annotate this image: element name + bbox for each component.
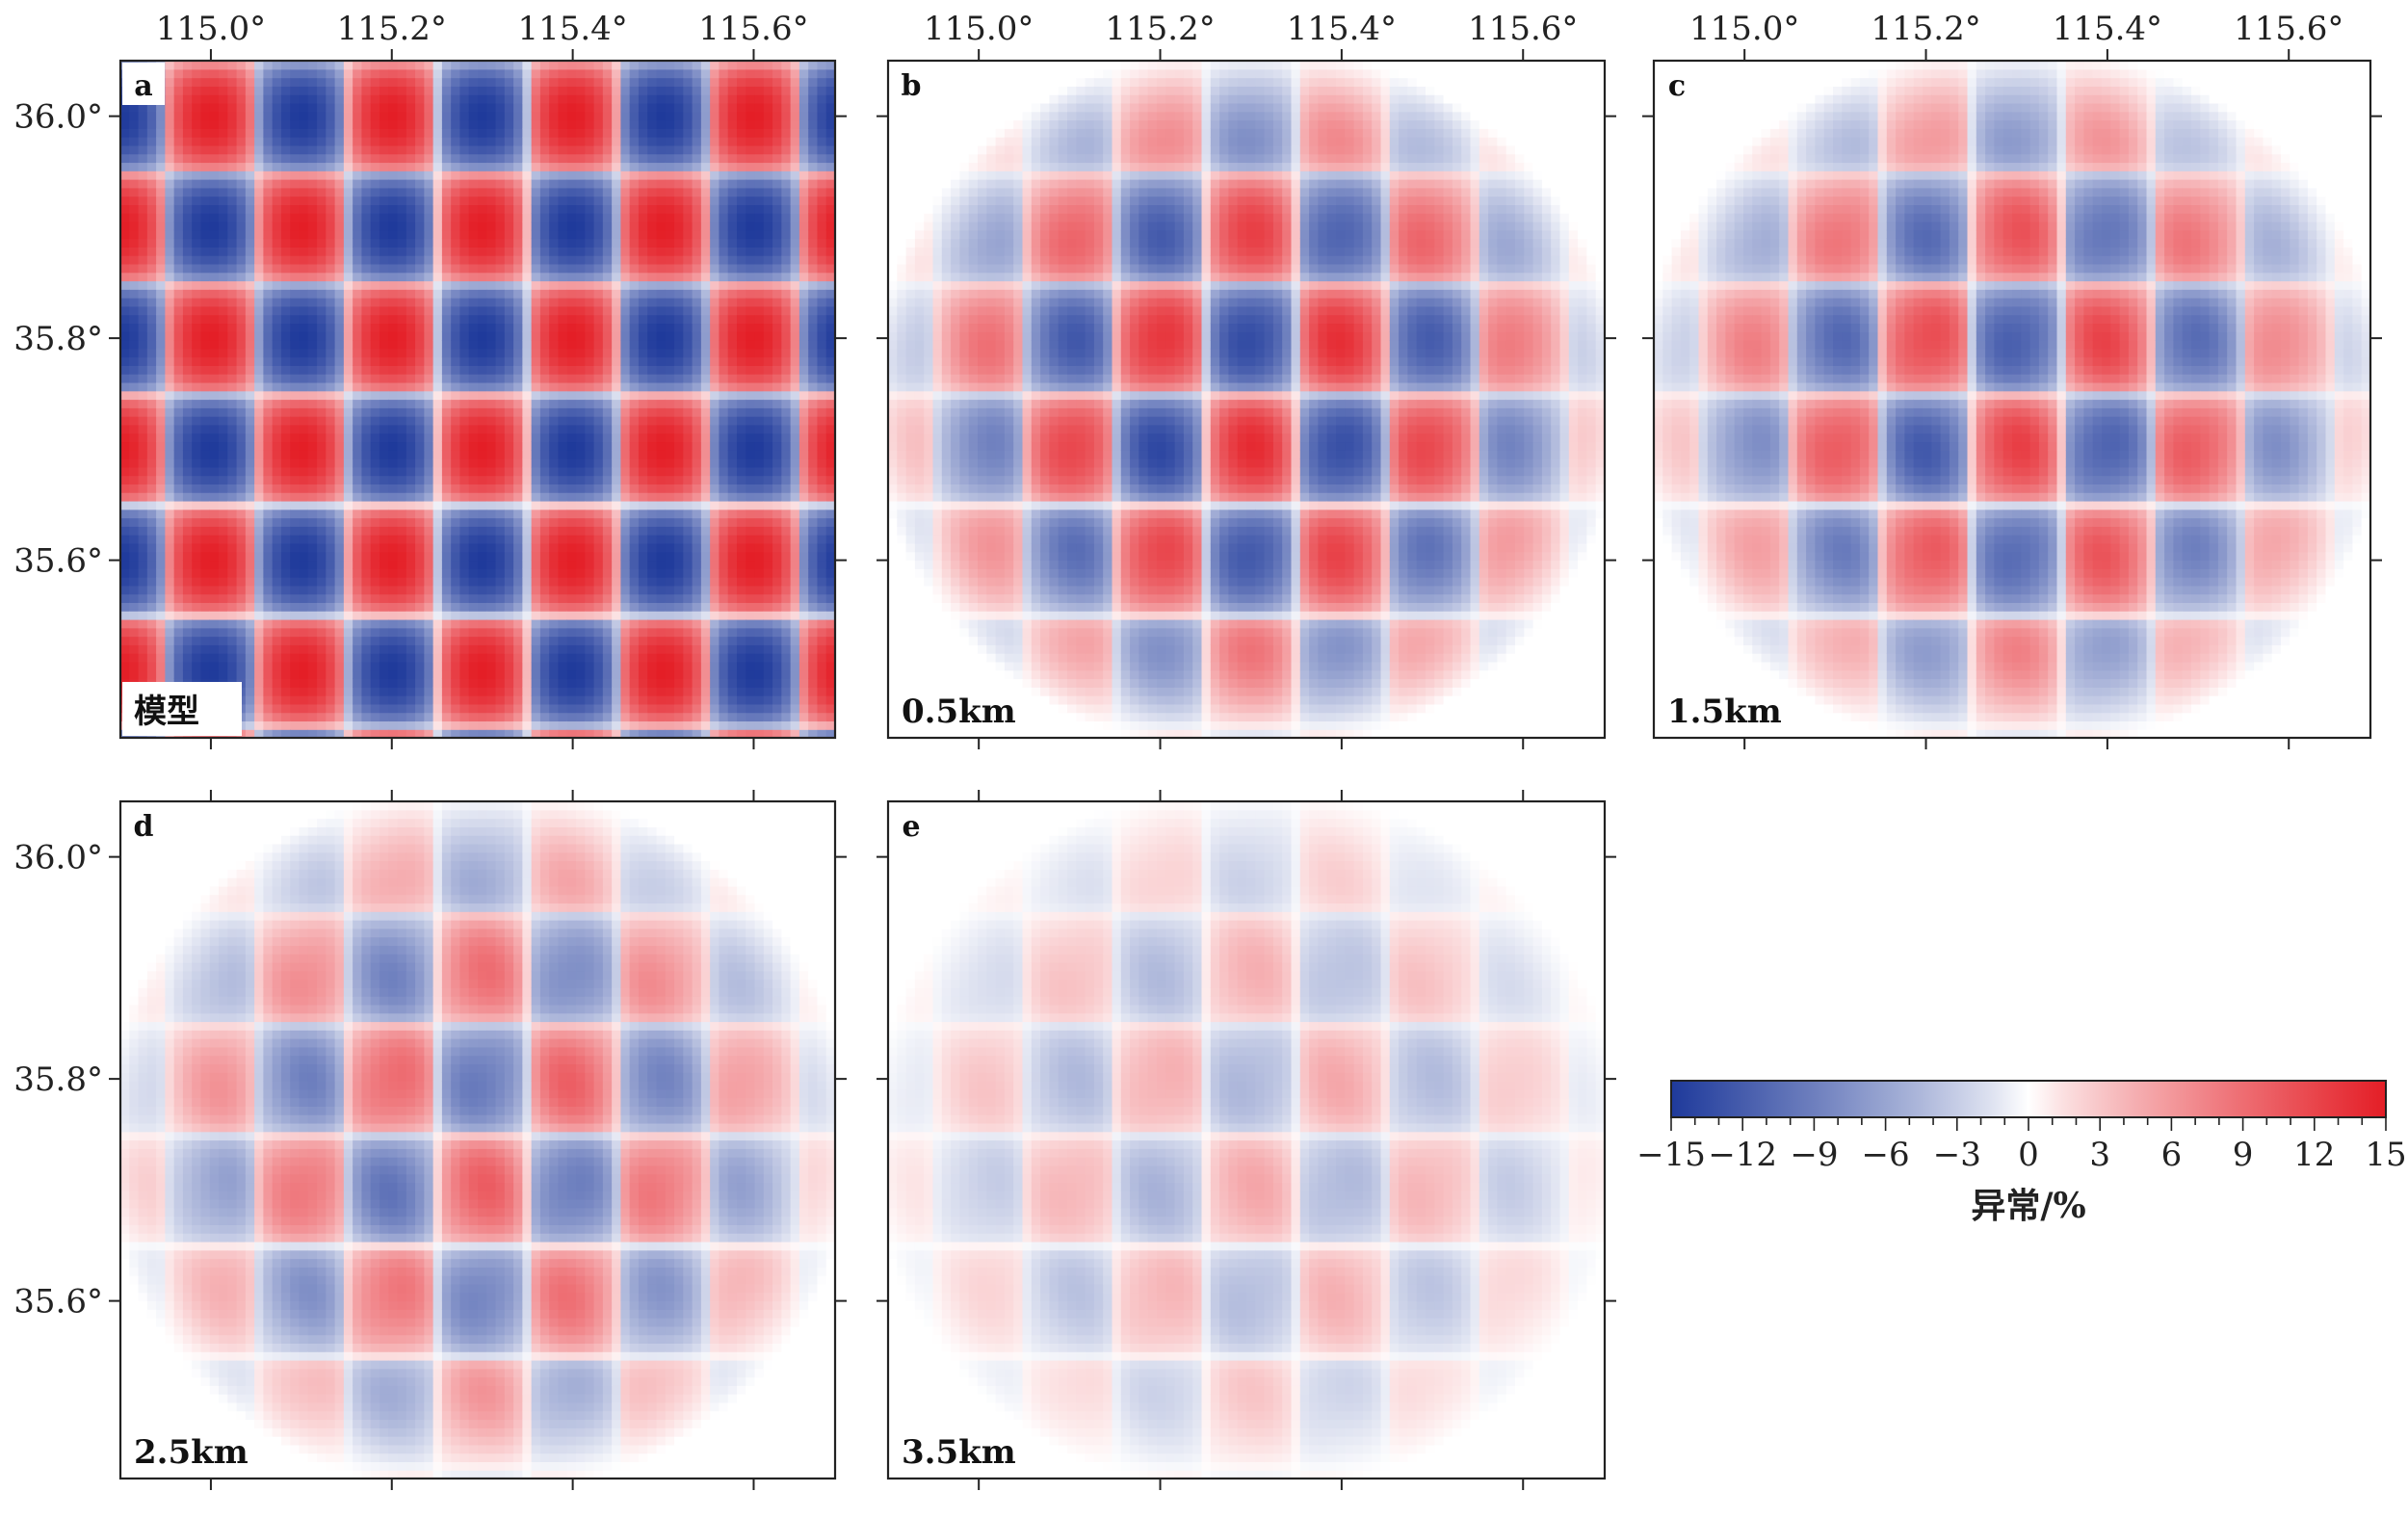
depth-label-box [122, 1423, 236, 1477]
anomaly-field-c [1654, 61, 2370, 738]
panel-a: 115.0° 115.2° 115.4° 115.6° 36.0° 35.8° 35.6° a… [13, 10, 847, 749]
x-tick-label: 115.0° [1689, 10, 1799, 48]
x-tick-label: 115.6° [698, 10, 808, 48]
x-tick-label: 115.2° [1871, 10, 1980, 48]
y-tick-label: 35.8° [13, 1060, 103, 1099]
colorbar-tick-label: 9 [2233, 1136, 2254, 1174]
y-tick-label: 36.0° [13, 839, 103, 877]
panel-letter: a [134, 69, 152, 103]
x-tick-label: 115.4° [517, 10, 627, 48]
colorbar-label: 异常/% [1971, 1186, 2085, 1226]
y-tick-label: 36.0° [13, 98, 103, 137]
panel-letter-box [122, 63, 165, 105]
colorbar-tick-label: 0 [2018, 1136, 2039, 1174]
anomaly-field-b [888, 61, 1605, 738]
panel-frame [886, 59, 1607, 740]
depth-label-box [890, 1423, 1004, 1477]
panel-letter-box [890, 63, 932, 105]
depth-label-box [1656, 682, 1769, 736]
depth-label: 0.5km [902, 693, 1016, 731]
colorbar-tick-label: −6 [1862, 1136, 1910, 1174]
panel-letter: e [902, 810, 920, 844]
x-tick-label: 115.4° [1287, 10, 1397, 48]
panel-letter: b [902, 69, 922, 103]
colorbar-tick-label: −15 [1636, 1136, 1706, 1174]
colorbar-tick-label: 15 [2365, 1136, 2406, 1174]
x-tick-label: 115.2° [1105, 10, 1215, 48]
colorbar-tick-label: 3 [2089, 1136, 2110, 1174]
colorbar-tick-label: −3 [1933, 1136, 1981, 1174]
panel-frame [1652, 59, 2372, 740]
panel-d: 36.0° 35.8° 35.6° d 2.5km [13, 790, 847, 1490]
y-tick-label: 35.6° [13, 542, 103, 581]
panel-letter-box [890, 803, 932, 846]
panel-letter-box [122, 803, 165, 846]
depth-label: 2.5km [134, 1433, 249, 1472]
colorbar-tick-label: 12 [2293, 1136, 2335, 1174]
panel-letter: d [134, 810, 154, 844]
anomaly-field-e [888, 801, 1605, 1479]
y-tick-label: 35.6° [13, 1283, 103, 1322]
colorbar-tick-label: 6 [2161, 1136, 2183, 1174]
depth-label-box [890, 682, 1004, 736]
depth-label-box [122, 682, 242, 736]
depth-label: 模型 [134, 693, 199, 731]
panel-c: 115.0° 115.2° 115.4° 115.6° c 1.5km [1642, 10, 2382, 749]
depth-label: 1.5km [1667, 693, 1782, 731]
panel-letter: c [1668, 69, 1686, 103]
anomaly-field-a [120, 61, 835, 738]
panel-letter-box [1656, 63, 1698, 105]
panel-frame [118, 59, 837, 740]
x-tick-label: 115.6° [2234, 10, 2343, 48]
colorbar: −15 −12 −9 −6 −3 0 3 6 9 12 15 异常/% [1636, 1080, 2407, 1226]
colorbar-tick-label: −12 [1708, 1136, 1777, 1174]
y-tick-label: 35.8° [13, 320, 103, 358]
panel-frame [118, 799, 837, 1480]
colorbar-gradient [1670, 1080, 2387, 1118]
depth-label: 3.5km [902, 1433, 1016, 1472]
colorbar-tick-label: −9 [1790, 1136, 1838, 1174]
panel-e: e 3.5km [877, 790, 1616, 1490]
x-tick-label: 115.6° [1468, 10, 1578, 48]
panel-b: 115.0° 115.2° 115.4° 115.6° b 0.5km [877, 10, 1616, 749]
x-tick-label: 115.4° [2053, 10, 2162, 48]
x-tick-label: 115.0° [156, 10, 266, 48]
x-tick-label: 115.0° [924, 10, 1034, 48]
panel-frame [886, 799, 1607, 1480]
x-tick-label: 115.2° [337, 10, 447, 48]
anomaly-field-d [120, 801, 835, 1479]
